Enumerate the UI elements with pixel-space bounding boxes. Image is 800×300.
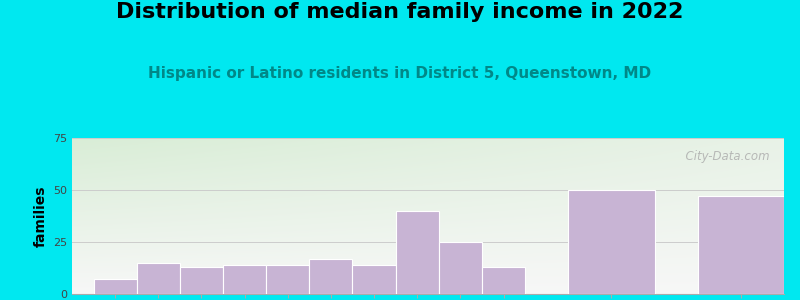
Bar: [266, 265, 310, 294]
Bar: [568, 190, 654, 294]
Text: Distribution of median family income in 2022: Distribution of median family income in …: [116, 2, 684, 22]
Bar: [396, 211, 438, 294]
Text: City-Data.com: City-Data.com: [678, 151, 770, 164]
Bar: [310, 259, 353, 294]
Bar: [482, 267, 525, 294]
Bar: [438, 242, 482, 294]
Bar: [698, 196, 784, 294]
Bar: [137, 263, 180, 294]
Bar: [353, 265, 396, 294]
Bar: [223, 265, 266, 294]
Text: Hispanic or Latino residents in District 5, Queenstown, MD: Hispanic or Latino residents in District…: [149, 66, 651, 81]
Bar: [180, 267, 223, 294]
Bar: [94, 279, 137, 294]
Y-axis label: families: families: [34, 185, 47, 247]
